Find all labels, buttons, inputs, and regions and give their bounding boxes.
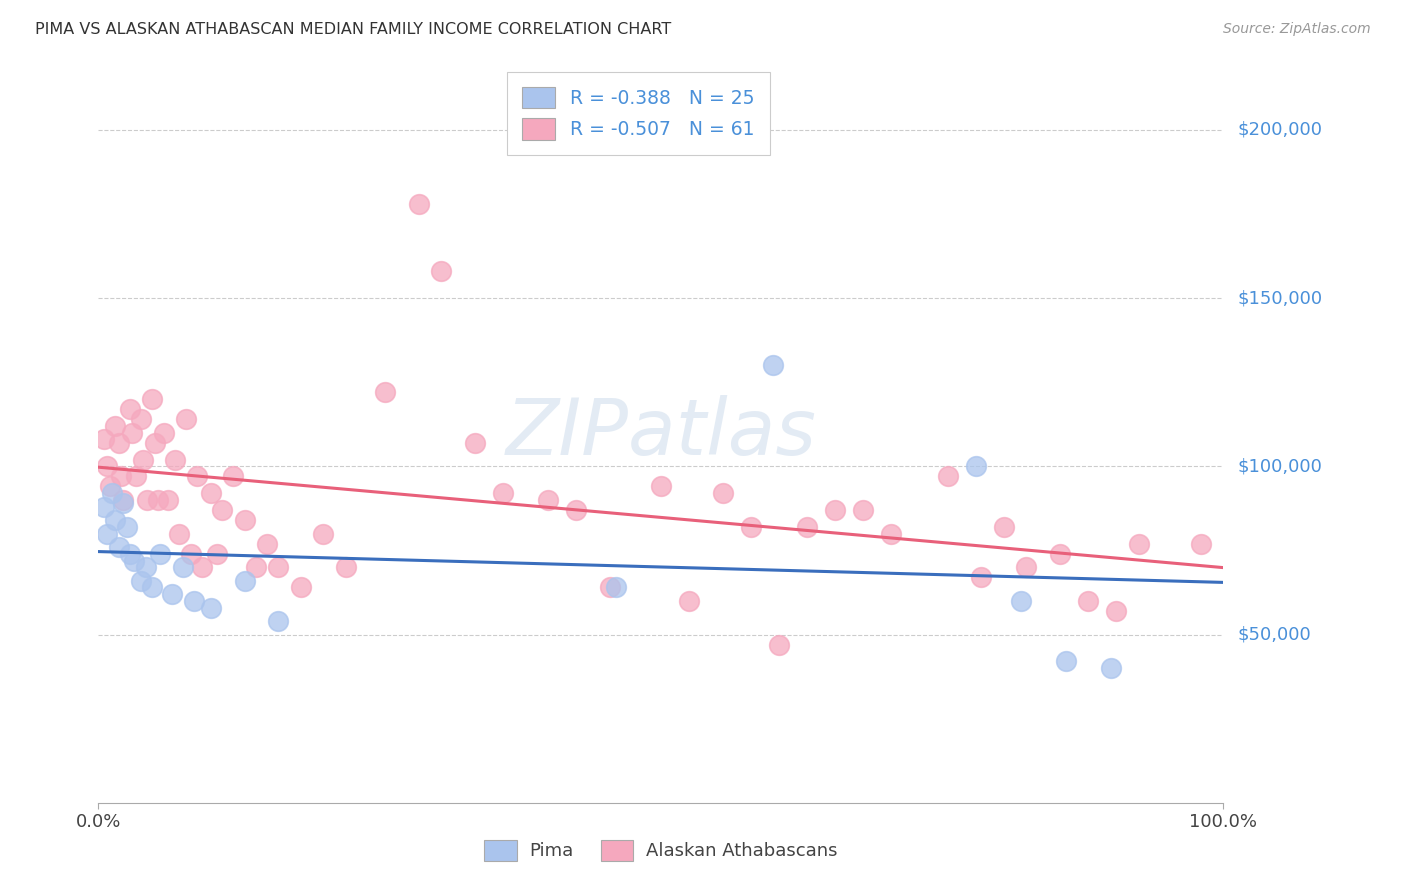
Point	[605, 581, 627, 595]
Point	[180, 547, 202, 561]
Point	[936, 469, 959, 483]
Point	[200, 600, 222, 615]
Point	[1010, 594, 1032, 608]
Text: $50,000: $50,000	[1237, 625, 1310, 643]
Point	[762, 359, 785, 373]
Point	[104, 418, 127, 433]
Point	[129, 412, 152, 426]
Point	[335, 560, 357, 574]
Point	[267, 614, 290, 628]
Text: $200,000: $200,000	[1237, 120, 1322, 139]
Point	[1105, 604, 1128, 618]
Point	[1077, 594, 1099, 608]
Point	[98, 479, 121, 493]
Point	[112, 492, 135, 507]
Point	[115, 520, 138, 534]
Point	[107, 435, 129, 450]
Point	[101, 486, 124, 500]
Point	[211, 503, 233, 517]
Point	[141, 581, 163, 595]
Text: PIMA VS ALASKAN ATHABASCAN MEDIAN FAMILY INCOME CORRELATION CHART: PIMA VS ALASKAN ATHABASCAN MEDIAN FAMILY…	[35, 22, 672, 37]
Point	[121, 425, 143, 440]
Point	[124, 469, 146, 483]
Point	[104, 513, 127, 527]
Point	[152, 425, 174, 440]
Point	[172, 560, 194, 574]
Point	[135, 560, 157, 574]
Point	[200, 486, 222, 500]
Point	[678, 594, 700, 608]
Point	[132, 452, 155, 467]
Text: Source: ZipAtlas.com: Source: ZipAtlas.com	[1223, 22, 1371, 37]
Point	[96, 459, 118, 474]
Point	[796, 520, 818, 534]
Point	[110, 469, 132, 483]
Point	[141, 392, 163, 406]
Point	[1099, 661, 1122, 675]
Point	[129, 574, 152, 588]
Point	[993, 520, 1015, 534]
Point	[1189, 536, 1212, 550]
Point	[1054, 655, 1077, 669]
Point	[96, 526, 118, 541]
Point	[256, 536, 278, 550]
Point	[143, 435, 166, 450]
Point	[312, 526, 335, 541]
Point	[267, 560, 290, 574]
Point	[146, 492, 169, 507]
Text: $150,000: $150,000	[1237, 289, 1322, 307]
Point	[1049, 547, 1071, 561]
Point	[118, 402, 141, 417]
Point	[374, 385, 396, 400]
Point	[537, 492, 560, 507]
Point	[186, 469, 208, 483]
Point	[93, 433, 115, 447]
Point	[970, 570, 993, 584]
Point	[430, 264, 453, 278]
Point	[233, 574, 256, 588]
Point	[1128, 536, 1150, 550]
Point	[163, 452, 186, 467]
Point	[408, 196, 430, 211]
Point	[599, 581, 621, 595]
Point	[233, 513, 256, 527]
Point	[565, 503, 588, 517]
Point	[107, 540, 129, 554]
Point	[1015, 560, 1038, 574]
Point	[852, 503, 875, 517]
Point	[464, 435, 486, 450]
Point	[492, 486, 515, 500]
Point	[245, 560, 267, 574]
Point	[174, 412, 197, 426]
Text: ZIPatlas: ZIPatlas	[505, 394, 817, 471]
Point	[157, 492, 180, 507]
Point	[824, 503, 846, 517]
Point	[183, 594, 205, 608]
Text: $100,000: $100,000	[1237, 458, 1322, 475]
Point	[112, 496, 135, 510]
Point	[740, 520, 762, 534]
Point	[118, 547, 141, 561]
Point	[169, 526, 191, 541]
Point	[768, 638, 790, 652]
Point	[222, 469, 245, 483]
Point	[93, 500, 115, 514]
Point	[124, 553, 146, 567]
Point	[149, 547, 172, 561]
Point	[290, 581, 312, 595]
Point	[205, 547, 228, 561]
Point	[650, 479, 672, 493]
Point	[160, 587, 183, 601]
Point	[880, 526, 903, 541]
Legend: Pima, Alaskan Athabascans: Pima, Alaskan Athabascans	[477, 832, 845, 868]
Point	[135, 492, 157, 507]
Point	[191, 560, 214, 574]
Point	[711, 486, 734, 500]
Point	[965, 459, 987, 474]
